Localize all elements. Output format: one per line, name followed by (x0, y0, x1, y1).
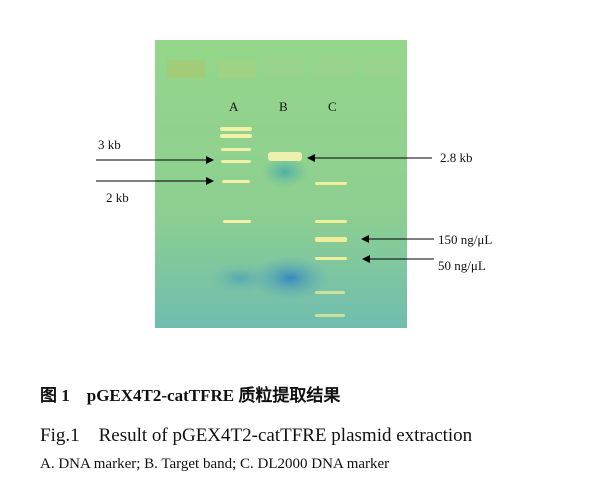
label-3kb: 3 kb (98, 137, 121, 152)
lane-label-b: B (279, 99, 288, 114)
label-50ng: 50 ng/μL (438, 258, 486, 273)
caption-legend: A. DNA marker; B. Target band; C. DL2000… (40, 456, 390, 472)
label-150ng: 150 ng/μL (438, 232, 493, 247)
lane-label-c: C (328, 99, 337, 114)
lane-label-a: A (229, 99, 239, 114)
lane-c-bands (315, 182, 347, 317)
caption-english: Fig.1 Result of pGEX4T2-catTFRE plasmid … (40, 425, 473, 446)
label-2kb: 2 kb (106, 190, 129, 205)
caption-chinese: 图 1 pGEX4T2-catTFRE 质粒提取结果 (40, 386, 341, 405)
lane-a-bands (220, 127, 252, 223)
label-2-8kb: 2.8 kb (440, 150, 473, 165)
wells (167, 56, 401, 78)
lane-b-target-band (268, 152, 302, 161)
gel-electrophoresis-image (96, 40, 434, 328)
